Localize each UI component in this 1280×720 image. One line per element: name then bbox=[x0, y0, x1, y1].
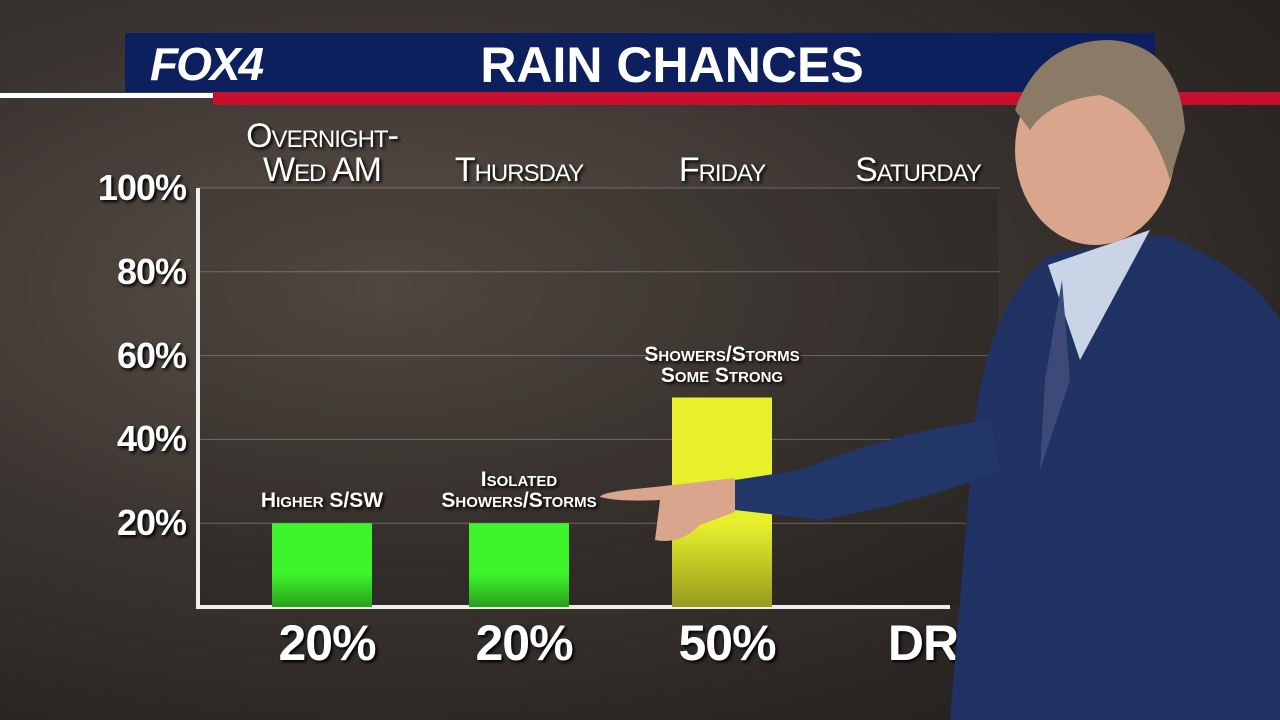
arm bbox=[735, 420, 1000, 520]
bar-shade bbox=[272, 523, 372, 607]
value-label: DR bbox=[887, 615, 959, 671]
hand bbox=[600, 478, 735, 541]
bar-annotation: Higher S/SW bbox=[260, 489, 384, 513]
shirt bbox=[1048, 230, 1150, 360]
y-tick-label: 40% bbox=[116, 418, 187, 460]
y-tick-label: 20% bbox=[116, 502, 187, 544]
white-stripe bbox=[0, 93, 215, 98]
value-label: 20% bbox=[278, 615, 376, 671]
category-label: Friday bbox=[678, 151, 766, 189]
hair bbox=[1015, 40, 1185, 180]
category-label: Saturday bbox=[855, 151, 982, 189]
bar-annotation: Showers/Storms Some Strong bbox=[644, 342, 800, 387]
bar-annotation: Isolated Showers/Storms bbox=[441, 468, 597, 513]
y-tick-label: 60% bbox=[116, 334, 187, 376]
value-label: 20% bbox=[475, 615, 573, 671]
y-tick-label: 100% bbox=[97, 167, 187, 208]
category-label: Thursday bbox=[454, 151, 584, 189]
title-bar bbox=[125, 33, 1155, 92]
logo: FOX4 bbox=[150, 38, 264, 90]
value-label: 50% bbox=[678, 615, 776, 671]
y-tick-label: 80% bbox=[116, 250, 187, 292]
tie bbox=[1040, 280, 1070, 470]
suit bbox=[950, 235, 1280, 720]
chart-title: RAIN CHANCES bbox=[480, 37, 863, 93]
red-stripe bbox=[213, 92, 1280, 105]
category-label: Overnight- Wed AM bbox=[246, 117, 399, 189]
bar-shade bbox=[469, 523, 569, 607]
